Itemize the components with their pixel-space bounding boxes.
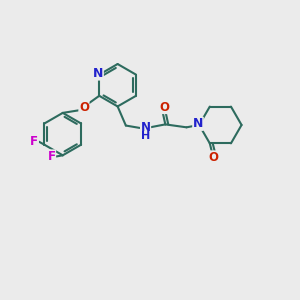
Text: N: N (141, 122, 151, 134)
Text: N: N (193, 117, 203, 130)
Text: O: O (159, 100, 170, 113)
Text: F: F (48, 150, 56, 163)
Text: O: O (79, 100, 89, 113)
Text: O: O (208, 151, 219, 164)
Text: H: H (141, 131, 150, 141)
Text: N: N (93, 67, 103, 80)
Text: F: F (30, 135, 38, 148)
